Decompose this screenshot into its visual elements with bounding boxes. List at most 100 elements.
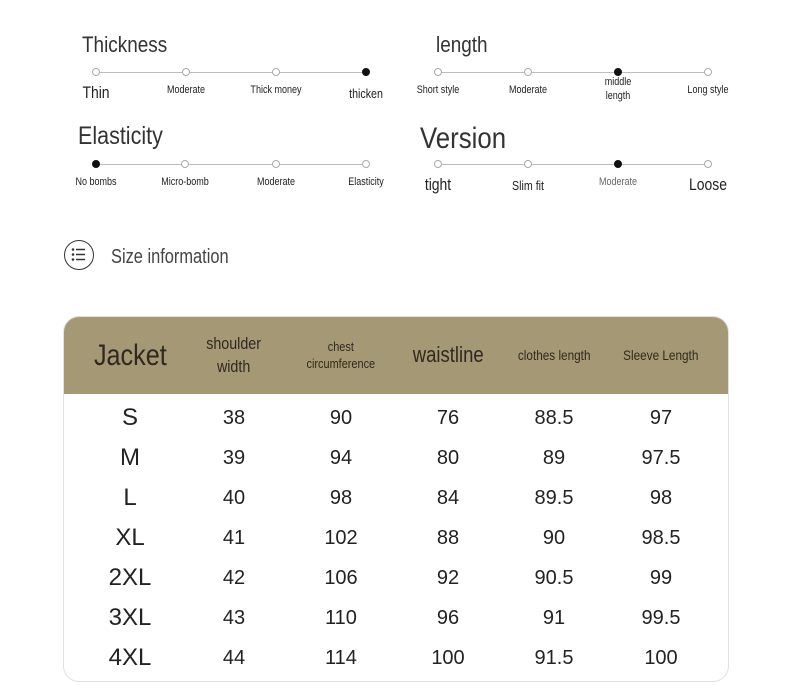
measurement-cell: 38 bbox=[222, 406, 246, 429]
measurement-cell: 90 bbox=[542, 526, 566, 549]
header-label: Jacket bbox=[93, 339, 167, 372]
size-table: Jacket shoulder width chest circumference wai… bbox=[63, 316, 729, 682]
scale-option-label: Moderate bbox=[598, 176, 638, 188]
scale-option-label: Moderate bbox=[166, 84, 206, 96]
scale-dot bbox=[272, 68, 280, 76]
size-label: XL bbox=[115, 524, 145, 551]
header-label: clothes length bbox=[517, 347, 591, 364]
scale-track bbox=[96, 164, 366, 165]
length-scale: length Short style Moderate middle length Lon… bbox=[417, 32, 738, 112]
scale-dot bbox=[524, 160, 532, 168]
scale-option-label: Thin bbox=[82, 83, 110, 102]
measurement-cell: 89 bbox=[542, 446, 566, 469]
size-label: 2XL bbox=[108, 564, 152, 591]
selected-dot bbox=[362, 68, 370, 76]
measurement-cell: 100 bbox=[644, 646, 678, 669]
measurement-cell: 99 bbox=[649, 566, 673, 589]
measurement-cell: 96 bbox=[436, 606, 460, 629]
scale-dot bbox=[272, 160, 280, 168]
scale-option-label: Moderate bbox=[508, 84, 548, 96]
scale-option-label: thicken bbox=[349, 86, 383, 101]
selected-dot bbox=[92, 160, 100, 168]
section-label: Size information bbox=[111, 246, 229, 268]
measurement-cell: 90.5 bbox=[534, 566, 574, 589]
measurement-cell: 84 bbox=[436, 486, 460, 509]
scale-track bbox=[438, 72, 708, 73]
elasticity-scale: Elasticity No bombs Micro-bomb Moderate Elas… bbox=[75, 122, 396, 202]
scale-option-label: Micro-bomb bbox=[161, 176, 209, 188]
size-label: S bbox=[121, 404, 138, 431]
header-label: shoulder width bbox=[206, 334, 262, 376]
scale-track bbox=[96, 72, 366, 73]
measurement-cell: 97.5 bbox=[641, 446, 681, 469]
measurement-cell: 98 bbox=[329, 486, 353, 509]
scale-dot bbox=[704, 68, 712, 76]
scale-dot bbox=[92, 68, 100, 76]
scale-dot bbox=[524, 68, 532, 76]
size-label: 3XL bbox=[108, 604, 152, 631]
measurement-cell: 99.5 bbox=[641, 606, 681, 629]
measurement-cell: 91 bbox=[542, 606, 566, 629]
attribute-title: Version bbox=[420, 122, 507, 155]
measurement-cell: 43 bbox=[222, 606, 246, 629]
header-column: shoulder width bbox=[184, 317, 284, 394]
measurement-cell: 41 bbox=[222, 526, 246, 549]
scale-dot bbox=[434, 68, 442, 76]
scale-option-label: Loose bbox=[689, 175, 727, 194]
measurement-cell: 92 bbox=[436, 566, 460, 589]
thickness-scale: Thickness Thin Moderate Thick money thicken bbox=[80, 32, 400, 112]
table-row: L 40 98 84 89.5 98 bbox=[64, 478, 728, 518]
measurement-cell: 88 bbox=[436, 526, 460, 549]
size-label: 4XL bbox=[108, 644, 152, 671]
table-header: Jacket shoulder width chest circumference wai… bbox=[64, 317, 728, 394]
header-column: clothes length bbox=[499, 317, 609, 394]
selected-dot bbox=[614, 160, 622, 168]
measurement-cell: 80 bbox=[436, 446, 460, 469]
table-row: 4XL 44 114 100 91.5 100 bbox=[64, 638, 728, 678]
measurement-cell: 98 bbox=[649, 486, 673, 509]
version-scale: Version tight Slim fit Moderate Loose bbox=[418, 122, 738, 202]
scale-option-label: Elasticity bbox=[348, 176, 384, 188]
scale-dot bbox=[182, 68, 190, 76]
scale-dot bbox=[181, 160, 189, 168]
scale-option-label: tight bbox=[424, 175, 452, 194]
header-column: waistline bbox=[398, 317, 498, 394]
scale-dot bbox=[434, 160, 442, 168]
measurement-cell: 97 bbox=[649, 406, 673, 429]
measurement-cell: 110 bbox=[325, 606, 357, 629]
header-label: Sleeve Length bbox=[623, 347, 699, 364]
scale-option-label: Slim fit bbox=[512, 178, 544, 193]
attribute-title: Thickness bbox=[82, 32, 168, 57]
measurement-cell: 94 bbox=[329, 446, 353, 469]
header-column: Sleeve Length bbox=[606, 317, 716, 394]
selected-dot bbox=[614, 68, 622, 76]
header-label: waistline bbox=[412, 342, 484, 368]
scale-option-label: Moderate bbox=[256, 176, 296, 188]
header-label: chest circumference bbox=[306, 338, 376, 371]
measurement-cell: 98.5 bbox=[641, 526, 681, 549]
measurement-cell: 106 bbox=[324, 566, 358, 589]
measurement-cell: 90 bbox=[329, 406, 353, 429]
measurement-cell: 100 bbox=[431, 646, 465, 669]
measurement-cell: 76 bbox=[436, 406, 460, 429]
list-icon bbox=[64, 240, 94, 270]
table-row: XL 41 102 88 90 98.5 bbox=[64, 518, 728, 558]
scale-option-label: Long style bbox=[687, 84, 729, 96]
measurement-cell: 40 bbox=[222, 486, 246, 509]
scale-option-label: Thick money bbox=[250, 84, 302, 96]
scale-option-label: No bombs bbox=[75, 176, 117, 188]
measurement-cell: 89.5 bbox=[534, 486, 574, 509]
measurement-cell: 91.5 bbox=[534, 646, 574, 669]
size-label: L bbox=[123, 484, 137, 511]
attribute-title: Elasticity bbox=[78, 122, 163, 150]
measurement-cell: 44 bbox=[222, 646, 246, 669]
size-label: M bbox=[120, 444, 140, 471]
measurement-cell: 102 bbox=[324, 526, 358, 549]
table-row: 2XL 42 106 92 90.5 99 bbox=[64, 558, 728, 598]
scale-dot bbox=[362, 160, 370, 168]
scale-track bbox=[438, 164, 708, 165]
measurement-cell: 39 bbox=[222, 446, 246, 469]
measurement-cell: 88.5 bbox=[534, 406, 574, 429]
scale-option-label: middle length bbox=[604, 76, 632, 102]
measurement-cell: 42 bbox=[222, 566, 246, 589]
